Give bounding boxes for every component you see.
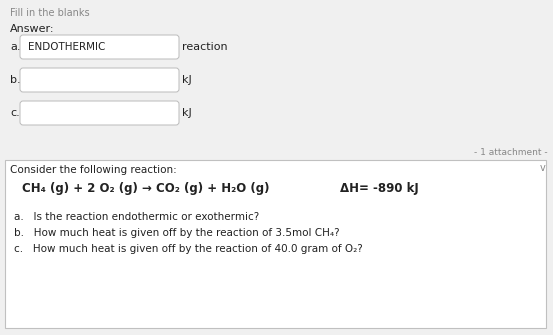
Text: c.   How much heat is given off by the reaction of 40.0 gram of O₂?: c. How much heat is given off by the rea… (14, 244, 363, 254)
Text: CH₄ (g) + 2 O₂ (g) → CO₂ (g) + H₂O (g): CH₄ (g) + 2 O₂ (g) → CO₂ (g) + H₂O (g) (22, 182, 269, 195)
FancyBboxPatch shape (5, 160, 546, 328)
Text: b.: b. (10, 75, 20, 85)
Text: ENDOTHERMIC: ENDOTHERMIC (28, 42, 106, 52)
Text: kJ: kJ (182, 108, 192, 118)
Text: Fill in the blanks: Fill in the blanks (10, 8, 90, 18)
Text: kJ: kJ (182, 75, 192, 85)
Text: a.   Is the reaction endothermic or exothermic?: a. Is the reaction endothermic or exothe… (14, 212, 259, 222)
Text: Answer:: Answer: (10, 24, 55, 34)
FancyBboxPatch shape (20, 68, 179, 92)
FancyBboxPatch shape (20, 35, 179, 59)
Text: Consider the following reaction:: Consider the following reaction: (10, 165, 177, 175)
Text: b.   How much heat is given off by the reaction of 3.5mol CH₄?: b. How much heat is given off by the rea… (14, 228, 340, 238)
FancyBboxPatch shape (20, 101, 179, 125)
Text: v: v (539, 163, 545, 173)
Text: ΔH= -890 kJ: ΔH= -890 kJ (340, 182, 419, 195)
Text: - 1 attachment -: - 1 attachment - (474, 148, 548, 157)
Text: c.: c. (10, 108, 20, 118)
Text: reaction: reaction (182, 42, 228, 52)
Text: a.: a. (10, 42, 20, 52)
